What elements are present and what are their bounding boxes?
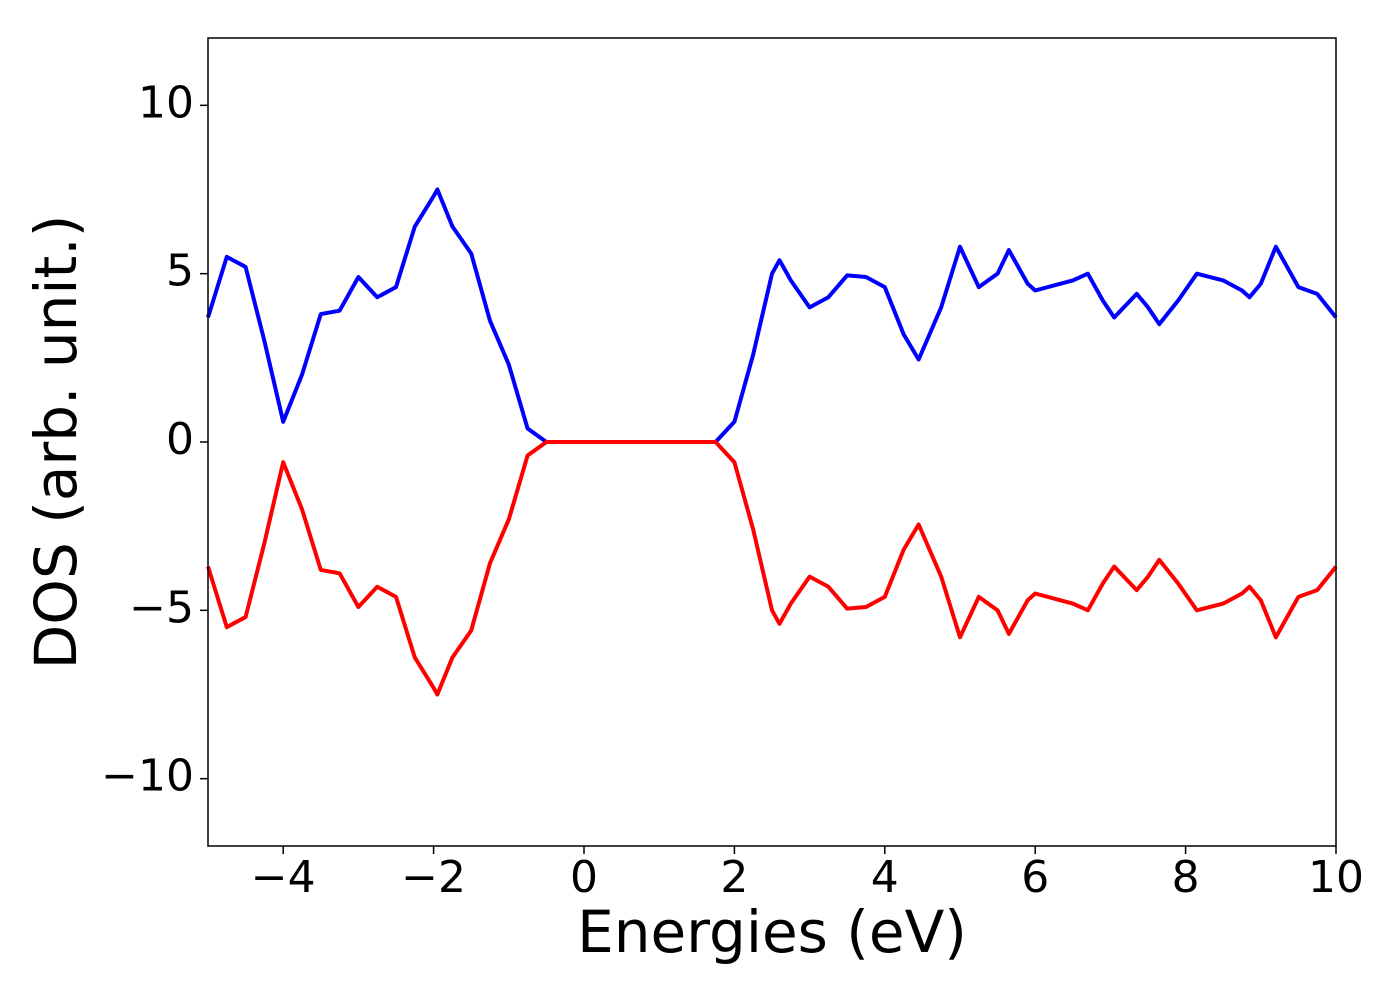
y-tick-label: 10 (138, 77, 194, 128)
x-tick-label: 2 (720, 852, 748, 903)
x-axis-label: Energies (eV) (577, 898, 967, 966)
y-tick-label: −5 (129, 582, 194, 633)
x-tick-label: 0 (570, 852, 598, 903)
series-line (206, 440, 1338, 697)
x-tick-label: 4 (871, 852, 899, 903)
y-tick-label: 5 (166, 246, 194, 297)
x-tick-label: 6 (1021, 852, 1049, 903)
x-tick-label: 10 (1308, 852, 1364, 903)
y-tick-label: 0 (166, 414, 194, 465)
plot-frame (207, 37, 1337, 847)
y-tick-label: −10 (101, 751, 194, 802)
x-tick-label: −2 (401, 852, 466, 903)
x-tick-label: 8 (1172, 852, 1200, 903)
series-line (206, 187, 1338, 444)
y-axis-label: DOS (arb. unit.) (22, 215, 90, 670)
x-tick-label: −4 (251, 852, 316, 903)
